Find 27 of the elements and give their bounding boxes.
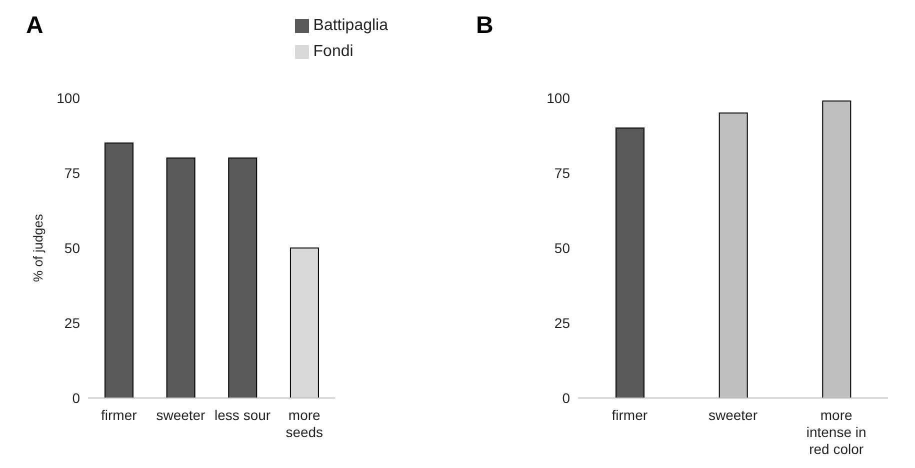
bar	[166, 158, 196, 398]
y-tick-label: 50	[554, 240, 570, 256]
y-tick-label: 50	[64, 240, 80, 256]
y-tick-label: 0	[562, 390, 570, 406]
bar	[616, 128, 644, 398]
x-tick-label: firmer	[101, 407, 138, 423]
y-tick-label: 25	[64, 314, 80, 331]
y-tick-label: 100	[56, 90, 80, 106]
x-tick-label: more seeds	[286, 407, 324, 440]
x-tick-label: more intense in red color	[806, 407, 866, 457]
y-tick-label: 100	[546, 90, 570, 106]
legend-label: Battipaglia	[313, 17, 388, 34]
y-tick-label: 0	[72, 390, 80, 406]
x-tick-label: sweeter	[708, 407, 758, 423]
y-tick-label: 25	[554, 314, 570, 331]
legend-label: Fondi	[313, 43, 354, 60]
chart-title: A	[26, 12, 44, 40]
chart-title: B	[476, 12, 494, 40]
bar	[290, 248, 319, 398]
bar	[104, 142, 134, 398]
bar	[228, 158, 258, 398]
x-tick-label: less sour	[214, 407, 271, 423]
x-tick-label: firmer	[612, 407, 648, 423]
x-tick-label: sweeter	[156, 407, 206, 423]
y-tick-label: 75	[554, 164, 570, 181]
y-axis-title: % of judges	[30, 214, 46, 282]
y-tick-label: 75	[64, 164, 80, 181]
